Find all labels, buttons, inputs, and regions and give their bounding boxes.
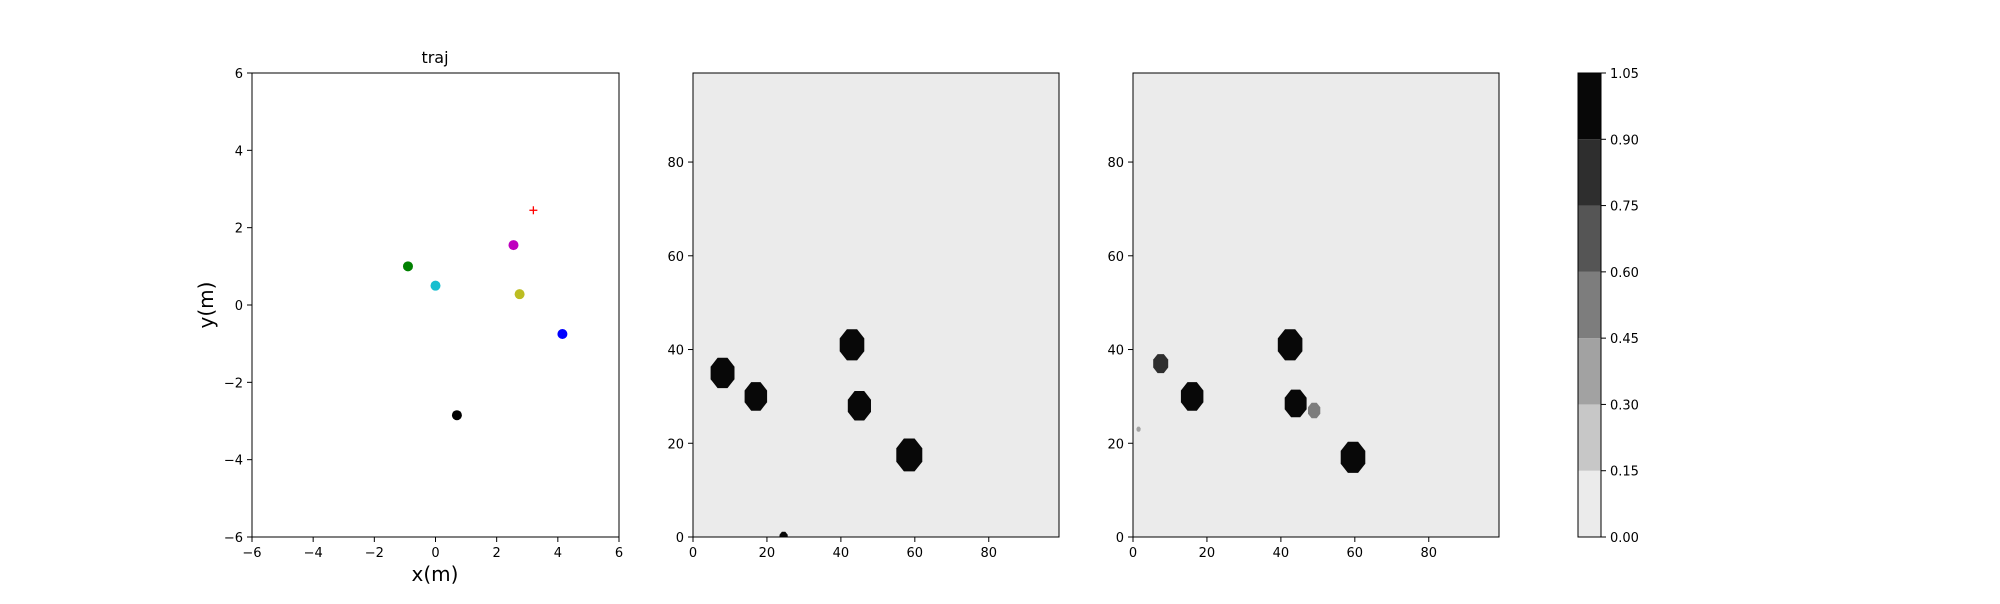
colorbar-tick-label: 0.75 — [1610, 200, 1639, 215]
trajectory-x-tick-label: 4 — [554, 546, 562, 561]
colorbar-tick-label: 0.90 — [1610, 133, 1639, 148]
occupancy-map-2-y-tick-label: 40 — [1107, 344, 1124, 359]
occupancy-map-2-frame — [1132, 72, 1500, 538]
occupancy-map-1-y-tick-label: 40 — [667, 344, 684, 359]
occupancy-map-2-blobs — [1136, 329, 1366, 473]
colorbar-tick-label: 0.30 — [1610, 398, 1639, 413]
occupancy-blob — [839, 329, 865, 361]
occupancy-map-1-y-tick-label: 80 — [667, 156, 684, 171]
occupancy-map-2-x-tick-label: 60 — [1347, 546, 1364, 561]
occupancy-map-2-x-tick-label: 0 — [1129, 546, 1137, 561]
colorbar-segments — [1578, 73, 1601, 537]
occupancy-map-2-x-tick-label: 40 — [1273, 546, 1290, 561]
trajectory-y-tick-label: 6 — [235, 67, 243, 82]
occupancy-map-2-y-tick-label: 80 — [1107, 156, 1124, 171]
trajectory-y-tick-label: 2 — [235, 222, 243, 237]
occupancy-blob — [1180, 382, 1204, 411]
trajectory-x-tick-label: 0 — [431, 546, 439, 561]
occupancy-map-2-background — [1133, 73, 1499, 537]
trajectory-title: traj — [421, 48, 448, 67]
trajectory-x-axis-ticks: −6 −4 −2 0 2 4 6 — [242, 537, 623, 561]
occupancy-map-1-x-tick-label: 40 — [833, 546, 850, 561]
trajectory-goal-marker — [529, 206, 538, 215]
occupancy-blob — [744, 382, 768, 411]
colorbar-segment — [1578, 271, 1601, 339]
occupancy-map-panel-2: 0 20 40 60 80 0 20 40 60 80 — [1107, 72, 1500, 561]
trajectory-y-tick-label: −6 — [224, 531, 243, 546]
occupancy-blob — [779, 531, 788, 537]
occupancy-map-2-y-axis-ticks: 0 20 40 60 80 — [1107, 156, 1133, 546]
colorbar-segment — [1578, 73, 1601, 140]
occupancy-map-1-x-tick-label: 60 — [907, 546, 924, 561]
trajectory-y-tick-label: −2 — [224, 376, 243, 391]
occupancy-blob — [1340, 441, 1366, 473]
occupancy-map-2-x-axis-ticks: 0 20 40 60 80 — [1129, 537, 1437, 561]
occupancy-map-panel-1: 0 20 40 60 80 0 20 40 60 80 — [667, 72, 1060, 561]
trajectory-y-tick-label: −4 — [224, 454, 243, 469]
colorbar: 0.00 0.15 0.30 0.45 0.60 0.75 0.90 1.05 — [1577, 67, 1639, 546]
colorbar-tick-label: 0.00 — [1610, 531, 1639, 546]
colorbar-segment — [1578, 205, 1601, 272]
trajectory-point — [508, 240, 519, 251]
occupancy-map-1-y-tick-label: 60 — [667, 250, 684, 265]
trajectory-x-tick-label: 2 — [493, 546, 501, 561]
trajectory-point — [430, 280, 441, 291]
colorbar-segment — [1578, 470, 1601, 537]
colorbar-tick-label: 0.60 — [1610, 266, 1639, 281]
trajectory-point — [514, 289, 525, 300]
trajectory-points — [402, 206, 568, 421]
occupancy-blob — [1136, 426, 1141, 432]
trajectory-point — [402, 261, 413, 272]
occupancy-blob — [1277, 329, 1303, 361]
occupancy-map-2-x-tick-label: 20 — [1199, 546, 1216, 561]
occupancy-map-1-x-tick-label: 0 — [689, 546, 697, 561]
trajectory-x-tick-label: 6 — [615, 546, 623, 561]
trajectory-y-axis-ticks: −6 −4 −2 0 2 4 6 — [224, 67, 252, 546]
trajectory-frame — [251, 72, 620, 538]
occupancy-blob — [1308, 402, 1321, 419]
occupancy-map-1-y-tick-label: 20 — [667, 437, 684, 452]
colorbar-tick-label: 0.45 — [1610, 332, 1639, 347]
occupancy-map-1-x-axis-ticks: 0 20 40 60 80 — [689, 537, 997, 561]
occupancy-blob — [710, 357, 735, 389]
colorbar-segment — [1578, 338, 1601, 405]
trajectory-x-tick-label: −6 — [242, 546, 261, 561]
trajectory-plot-area — [252, 73, 619, 537]
trajectory-y-tick-label: 4 — [235, 144, 243, 159]
occupancy-blob — [847, 391, 871, 421]
trajectory-point — [557, 329, 568, 339]
occupancy-map-1-frame — [692, 72, 1060, 538]
trajectory-point — [451, 410, 462, 421]
occupancy-map-1-blobs — [710, 329, 923, 537]
trajectory-x-tick-label: −4 — [304, 546, 323, 561]
trajectory-x-axis-label: x(m) — [412, 562, 459, 586]
occupancy-map-1-y-tick-label: 0 — [676, 531, 684, 546]
occupancy-blob — [1284, 389, 1307, 418]
colorbar-segment — [1578, 139, 1601, 206]
trajectory-y-tick-label: 0 — [235, 299, 243, 314]
colorbar-segment — [1578, 404, 1601, 471]
occupancy-map-2-y-tick-label: 20 — [1107, 437, 1124, 452]
colorbar-tick-label: 1.05 — [1610, 67, 1639, 82]
trajectory-x-tick-label: −2 — [365, 546, 384, 561]
occupancy-map-2-y-tick-label: 0 — [1116, 531, 1124, 546]
colorbar-frame — [1577, 72, 1602, 538]
occupancy-map-1-x-tick-label: 80 — [980, 546, 997, 561]
occupancy-map-1-background — [693, 73, 1059, 537]
trajectory-panel: traj −6 −4 −2 0 2 4 6 −6 −4 −2 0 2 4 6 x(m) y(m) — [194, 48, 623, 586]
trajectory-y-axis-label: y(m) — [194, 282, 218, 329]
occupancy-blob — [1153, 354, 1169, 374]
occupancy-map-1-y-axis-ticks: 0 20 40 60 80 — [667, 156, 693, 546]
colorbar-ticks: 0.00 0.15 0.30 0.45 0.60 0.75 0.90 1.05 — [1601, 67, 1639, 546]
occupancy-map-2-x-tick-label: 80 — [1420, 546, 1437, 561]
colorbar-tick-label: 0.15 — [1610, 465, 1639, 480]
occupancy-map-2-y-tick-label: 60 — [1107, 250, 1124, 265]
occupancy-map-1-x-tick-label: 20 — [759, 546, 776, 561]
occupancy-blob — [896, 438, 923, 472]
